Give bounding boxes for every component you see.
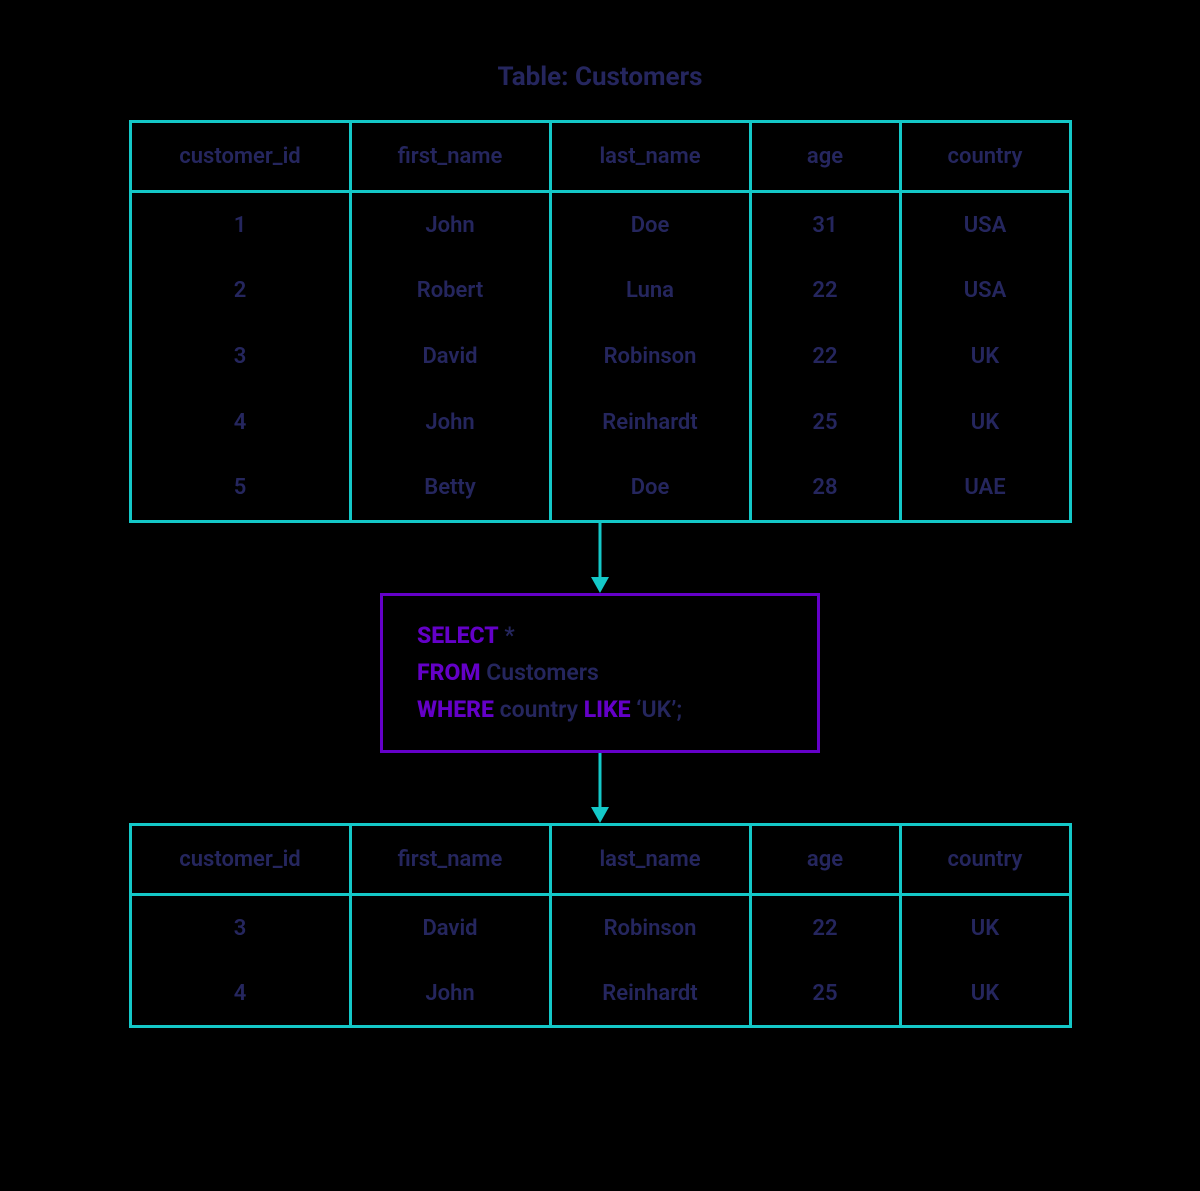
table-cell: UK (900, 961, 1070, 1027)
table-title: Table: Customers (498, 62, 703, 92)
table-cell: 1 (130, 192, 350, 258)
table-cell: UAE (900, 456, 1070, 522)
table-cell: 25 (750, 390, 900, 456)
table-cell: Betty (350, 456, 550, 522)
table-cell: John (350, 192, 550, 258)
column-header: first_name (350, 825, 550, 895)
column-header: country (900, 122, 1070, 192)
table-cell: 2 (130, 258, 350, 324)
column-header: first_name (350, 122, 550, 192)
sql-keyword: WHERE (417, 696, 494, 723)
table-cell: 22 (750, 324, 900, 390)
source-table: customer_idfirst_namelast_nameagecountry… (129, 120, 1072, 523)
arrow-down-2 (587, 753, 613, 823)
sql-text: Customers (481, 659, 599, 686)
table-cell: 4 (130, 961, 350, 1027)
table-cell: 3 (130, 324, 350, 390)
table-cell: David (350, 324, 550, 390)
table-cell: David (350, 895, 550, 961)
column-header: customer_id (130, 825, 350, 895)
table-cell: 31 (750, 192, 900, 258)
arrow-down-1 (587, 523, 613, 593)
table-cell: 22 (750, 895, 900, 961)
sql-keyword: FROM (417, 659, 481, 686)
table-cell: UK (900, 324, 1070, 390)
sql-query-box: SELECT * FROM Customers WHERE country LIKE… (380, 593, 820, 753)
sql-keyword: LIKE (584, 696, 631, 723)
sql-text: ‘UK’; (631, 696, 683, 723)
table-cell: 5 (130, 456, 350, 522)
table-cell: UK (900, 895, 1070, 961)
table-cell: USA (900, 192, 1070, 258)
table-cell: Robinson (550, 324, 750, 390)
column-header: age (750, 122, 900, 192)
column-header: customer_id (130, 122, 350, 192)
sql-text: * (499, 622, 515, 649)
table-cell: Doe (550, 456, 750, 522)
table-cell: John (350, 961, 550, 1027)
table-cell: UK (900, 390, 1070, 456)
table-cell: Luna (550, 258, 750, 324)
column-header: age (750, 825, 900, 895)
sql-text: country (494, 696, 584, 723)
table-cell: Reinhardt (550, 961, 750, 1027)
table-cell: John (350, 390, 550, 456)
table-cell: Robert (350, 258, 550, 324)
table-cell: Robinson (550, 895, 750, 961)
table-cell: USA (900, 258, 1070, 324)
column-header: last_name (550, 825, 750, 895)
sql-keyword: SELECT (417, 622, 499, 649)
table-cell: Reinhardt (550, 390, 750, 456)
result-table: customer_idfirst_namelast_nameagecountry… (129, 823, 1072, 1028)
table-cell: 22 (750, 258, 900, 324)
table-cell: 25 (750, 961, 900, 1027)
table-cell: 28 (750, 456, 900, 522)
diagram-canvas: Table: Customers customer_idfirst_namela… (0, 0, 1200, 1191)
table-cell: 4 (130, 390, 350, 456)
column-header: country (900, 825, 1070, 895)
table-cell: Doe (550, 192, 750, 258)
column-header: last_name (550, 122, 750, 192)
table-cell: 3 (130, 895, 350, 961)
